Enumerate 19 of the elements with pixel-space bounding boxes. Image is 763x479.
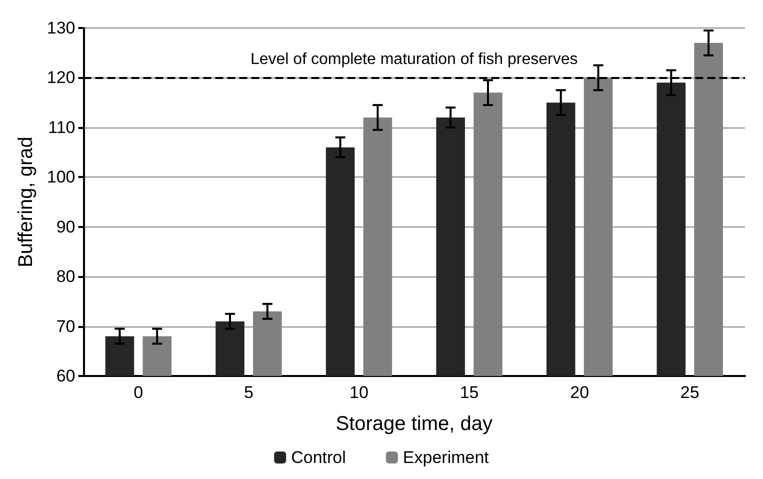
x-tick-label: 0 [134, 383, 144, 402]
x-axis-title: Storage time, day [336, 413, 493, 435]
x-tick-label: 10 [350, 383, 368, 402]
y-tick-label: 130 [46, 18, 76, 38]
x-tick-label: 25 [680, 383, 700, 402]
x-tick-label: 5 [244, 383, 254, 402]
y-tick-label: 60 [56, 366, 76, 386]
y-tick-label: 110 [48, 118, 76, 137]
x-tick-label: 15 [460, 383, 479, 402]
ref-line-label: Level of complete maturation of fish preserves [250, 51, 578, 68]
x-tick-label: 20 [570, 383, 590, 402]
legend-label: Experiment [402, 448, 490, 467]
y-tick-label: 100 [46, 168, 76, 187]
y-tick-label: 90 [56, 217, 76, 236]
legend-label: Control [291, 448, 346, 467]
y-axis-title: Buffering, grad [15, 136, 37, 268]
y-tick-label: 70 [56, 316, 76, 336]
y-tick-label: 120 [46, 68, 76, 88]
y-tick-label: 80 [56, 267, 76, 286]
